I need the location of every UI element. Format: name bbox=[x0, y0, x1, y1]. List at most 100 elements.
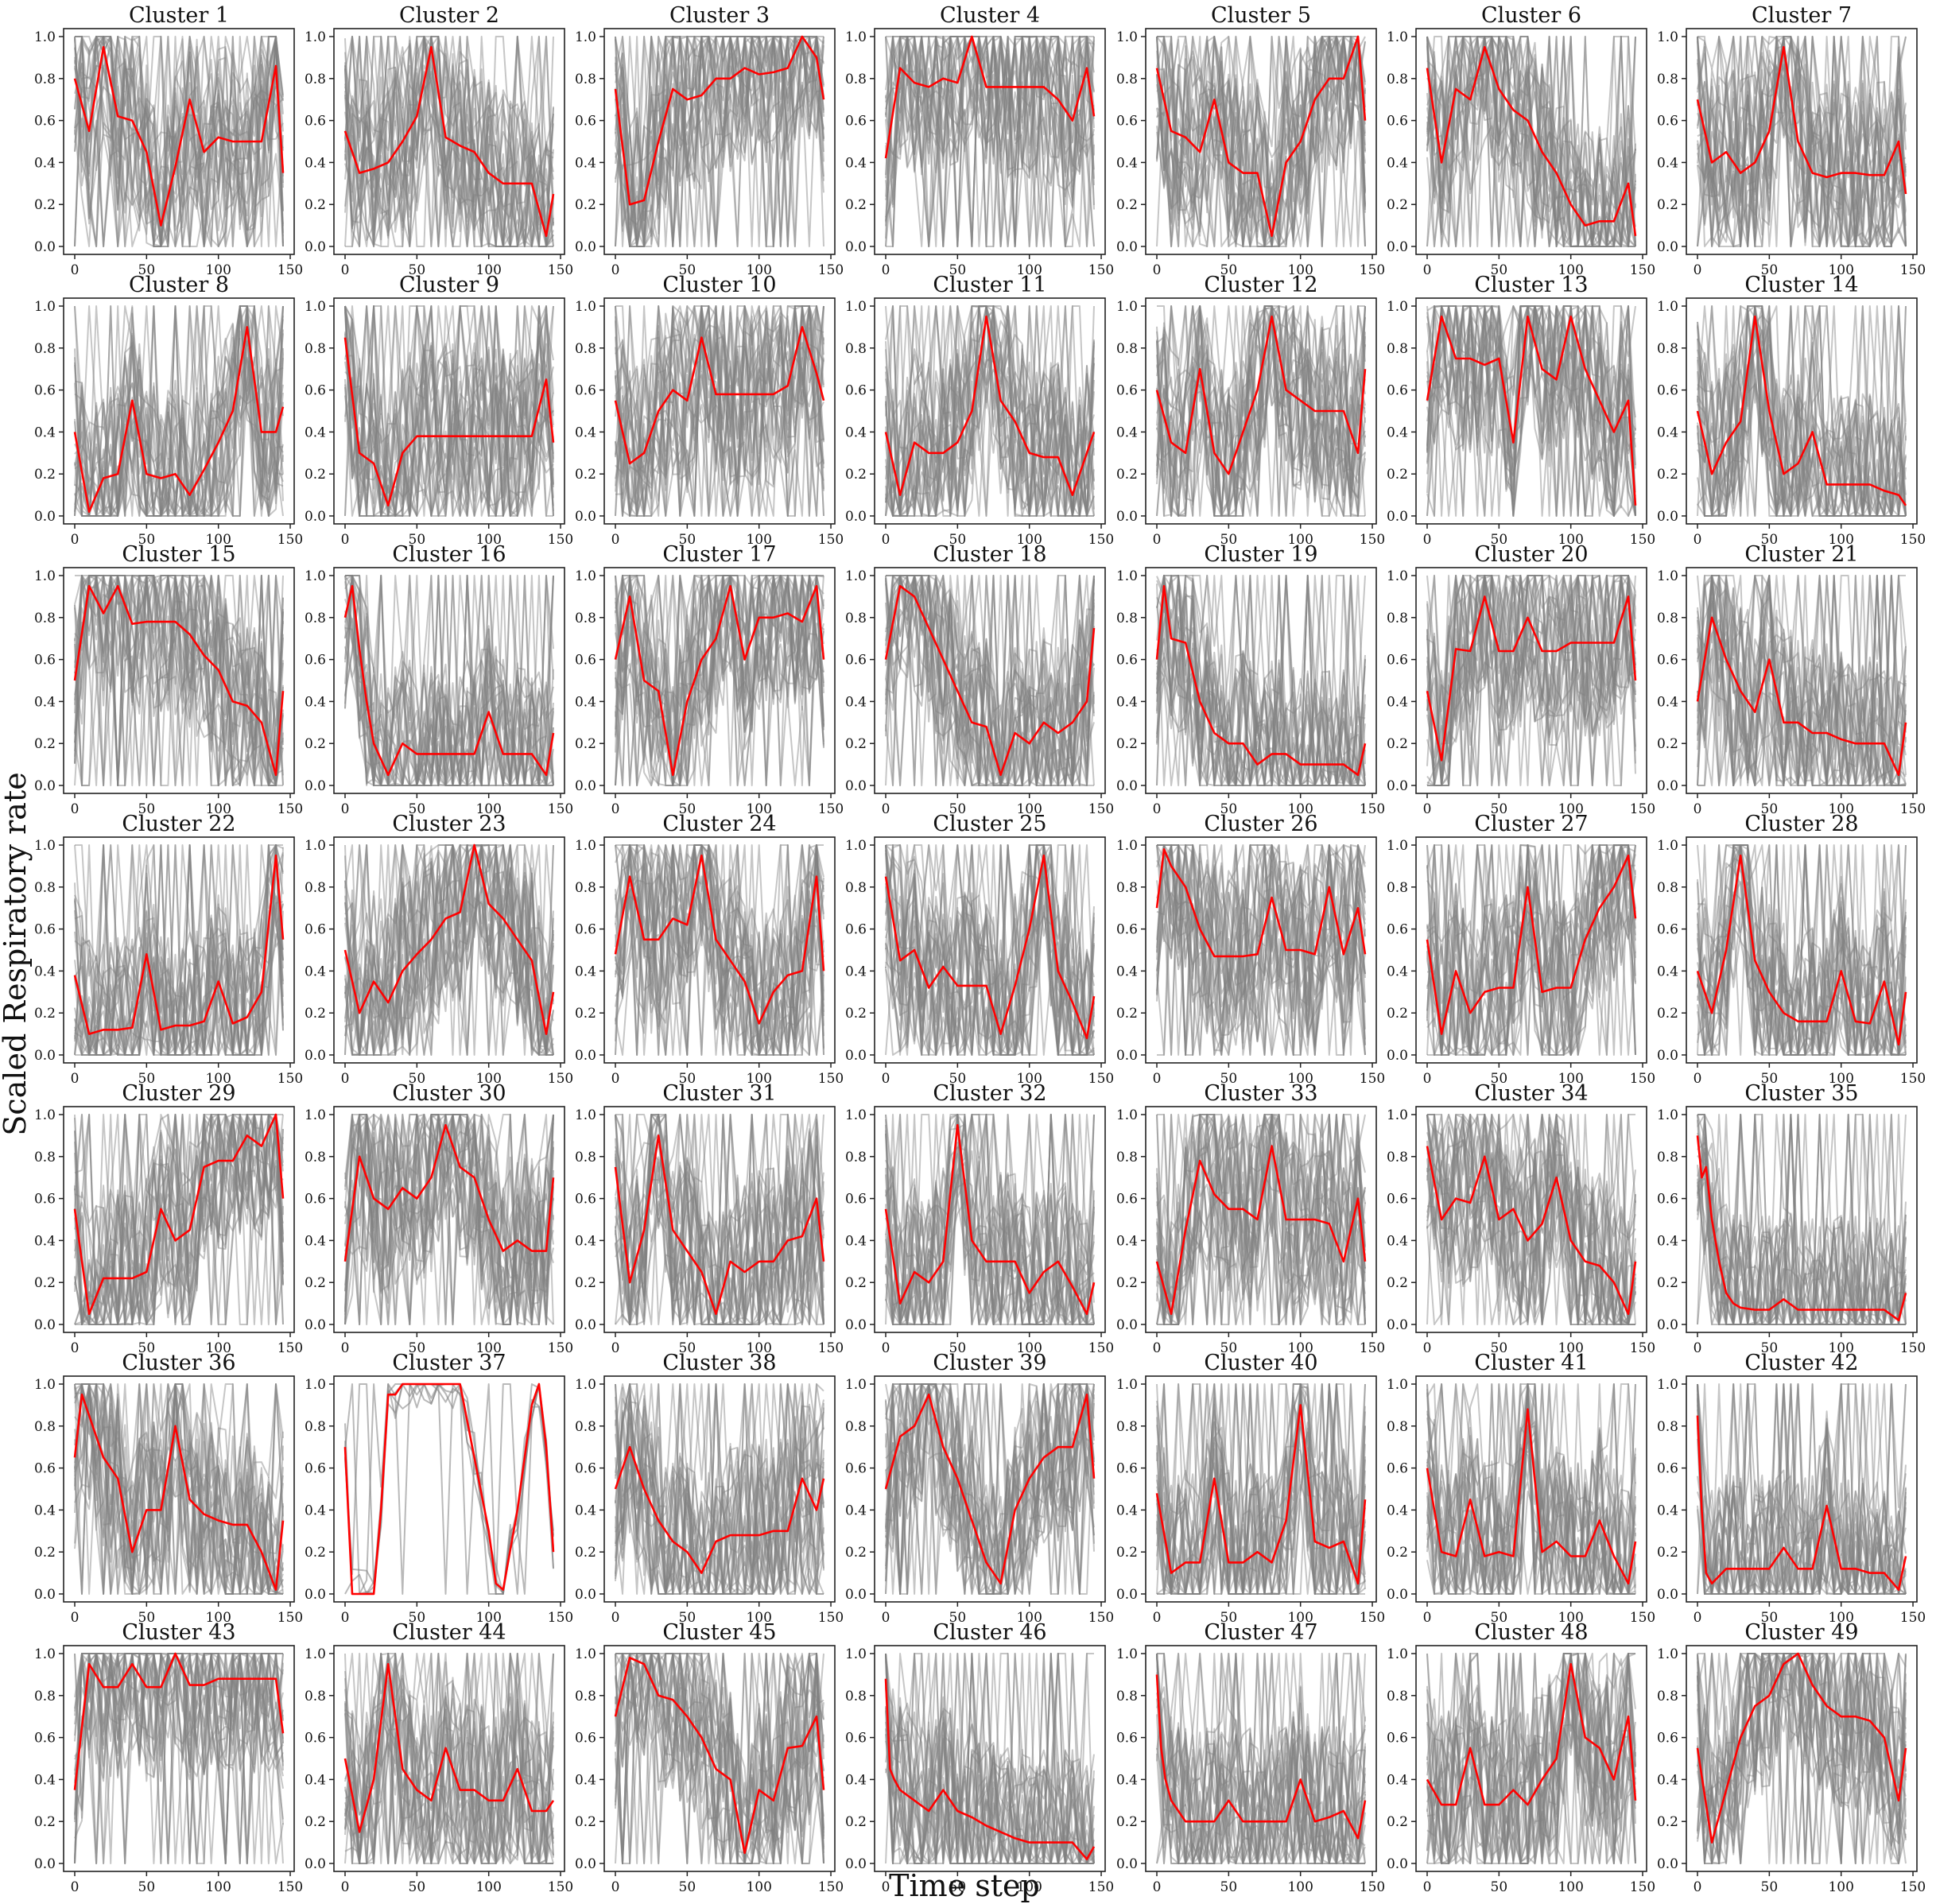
member-series-line bbox=[1697, 575, 1907, 786]
y-tick-label: 0.6 bbox=[305, 653, 326, 669]
member-series-line bbox=[1697, 1653, 1907, 1834]
member-series-line bbox=[1426, 305, 1636, 517]
member-series-line bbox=[74, 36, 284, 247]
member-series-line bbox=[1697, 1653, 1907, 1864]
member-series-line bbox=[1156, 1383, 1366, 1595]
member-series-line bbox=[615, 1653, 824, 1864]
member-series-line bbox=[344, 575, 554, 786]
member-series-line bbox=[1697, 1383, 1907, 1595]
member-series-line bbox=[615, 844, 824, 1049]
member-series-line bbox=[1426, 575, 1636, 786]
member-series-line bbox=[885, 342, 1095, 517]
y-tick-label: 0.0 bbox=[34, 1317, 56, 1333]
axes-frame bbox=[1686, 567, 1918, 794]
member-series-line bbox=[344, 36, 554, 247]
centroid-line bbox=[343, 843, 555, 1035]
y-tick-label: 0.6 bbox=[305, 1192, 326, 1208]
member-series-line bbox=[615, 1114, 824, 1325]
member-series-line bbox=[615, 844, 824, 1056]
member-series-line bbox=[1426, 36, 1636, 247]
member-series-line bbox=[615, 305, 824, 517]
member-series-line bbox=[344, 844, 554, 1056]
member-series-line bbox=[1426, 1653, 1636, 1864]
member-series-line bbox=[1426, 1653, 1636, 1864]
member-series-line bbox=[615, 1383, 824, 1595]
member-series-line bbox=[615, 1653, 824, 1864]
x-tick-label: 50 bbox=[409, 1340, 426, 1356]
member-series-line bbox=[885, 305, 1095, 517]
member-series-line bbox=[1156, 575, 1366, 786]
member-series-line bbox=[74, 1114, 284, 1325]
member-series-line bbox=[1697, 1383, 1907, 1595]
member-series-line bbox=[885, 844, 1095, 1056]
member-series-line bbox=[1426, 1114, 1635, 1325]
member-series-line bbox=[74, 844, 284, 1056]
member-series-line bbox=[1426, 1383, 1636, 1595]
member-series-line bbox=[1426, 1383, 1636, 1595]
member-series-line bbox=[1426, 305, 1636, 517]
member-series-line bbox=[74, 844, 284, 1056]
x-tick-label: 100 bbox=[1558, 1071, 1583, 1087]
member-series-line bbox=[885, 844, 1095, 1056]
panel-title: Cluster 29 bbox=[122, 1081, 235, 1106]
y-tick-label: 1.0 bbox=[34, 29, 56, 45]
member-series-line bbox=[1697, 575, 1907, 786]
member-series-line bbox=[1156, 305, 1366, 517]
member-series-line bbox=[1426, 1653, 1636, 1864]
member-series-line bbox=[344, 575, 554, 786]
member-series-group bbox=[1426, 36, 1636, 247]
member-series-line bbox=[1157, 844, 1366, 1056]
y-tick-label: 1.0 bbox=[1116, 1646, 1138, 1662]
member-series-line bbox=[615, 844, 824, 1056]
member-series-line bbox=[1697, 575, 1906, 786]
member-series-line bbox=[615, 1653, 824, 1860]
member-series-group bbox=[74, 36, 284, 247]
figure-xlabel: Time step bbox=[889, 1868, 1040, 1903]
member-series-line bbox=[615, 1383, 824, 1595]
member-series-line bbox=[344, 575, 554, 786]
member-series-line bbox=[1156, 1114, 1366, 1325]
panel-title: Cluster 10 bbox=[662, 273, 776, 297]
member-series-line bbox=[615, 36, 824, 247]
panel-title: Cluster 19 bbox=[1204, 542, 1317, 567]
member-series-group bbox=[615, 36, 824, 247]
x-tick-label: 50 bbox=[1761, 262, 1779, 278]
member-series-line bbox=[74, 36, 284, 247]
member-series-line bbox=[1426, 575, 1636, 786]
member-series-line bbox=[885, 1653, 1095, 1864]
y-tick-label: 0.8 bbox=[1116, 72, 1138, 87]
member-series-line bbox=[615, 1653, 824, 1864]
y-tick-label: 0.6 bbox=[34, 653, 56, 669]
centroid-line bbox=[343, 1123, 555, 1262]
member-series-line bbox=[344, 1653, 554, 1864]
member-series-line bbox=[74, 1114, 284, 1325]
y-tick-label: 0.0 bbox=[305, 239, 326, 255]
member-series-line bbox=[74, 36, 284, 247]
member-series-line bbox=[1426, 1114, 1636, 1325]
centroid-line bbox=[884, 584, 1096, 777]
x-tick-label: 150 bbox=[1360, 801, 1385, 817]
member-series-line bbox=[74, 36, 284, 247]
member-series-line bbox=[1156, 844, 1366, 1056]
member-series-line bbox=[885, 1383, 1095, 1595]
member-series-line bbox=[344, 305, 554, 517]
member-series-line bbox=[1697, 1114, 1907, 1325]
member-series-line bbox=[74, 1653, 284, 1864]
member-series-line bbox=[344, 844, 554, 1056]
member-series-line bbox=[74, 1383, 283, 1595]
member-series-line bbox=[344, 1653, 554, 1864]
member-series-line bbox=[1156, 844, 1366, 1056]
member-series-line bbox=[344, 1653, 554, 1864]
member-series-line bbox=[344, 36, 554, 247]
member-series-line bbox=[74, 305, 284, 517]
member-series-line bbox=[615, 1653, 824, 1864]
member-series-line bbox=[885, 36, 1095, 247]
member-series-line bbox=[615, 1383, 824, 1595]
member-series-line bbox=[74, 575, 284, 786]
member-series-line bbox=[1697, 305, 1907, 517]
member-series-line bbox=[344, 36, 554, 247]
member-series-line bbox=[74, 1114, 284, 1325]
member-series-line bbox=[885, 844, 1095, 1056]
